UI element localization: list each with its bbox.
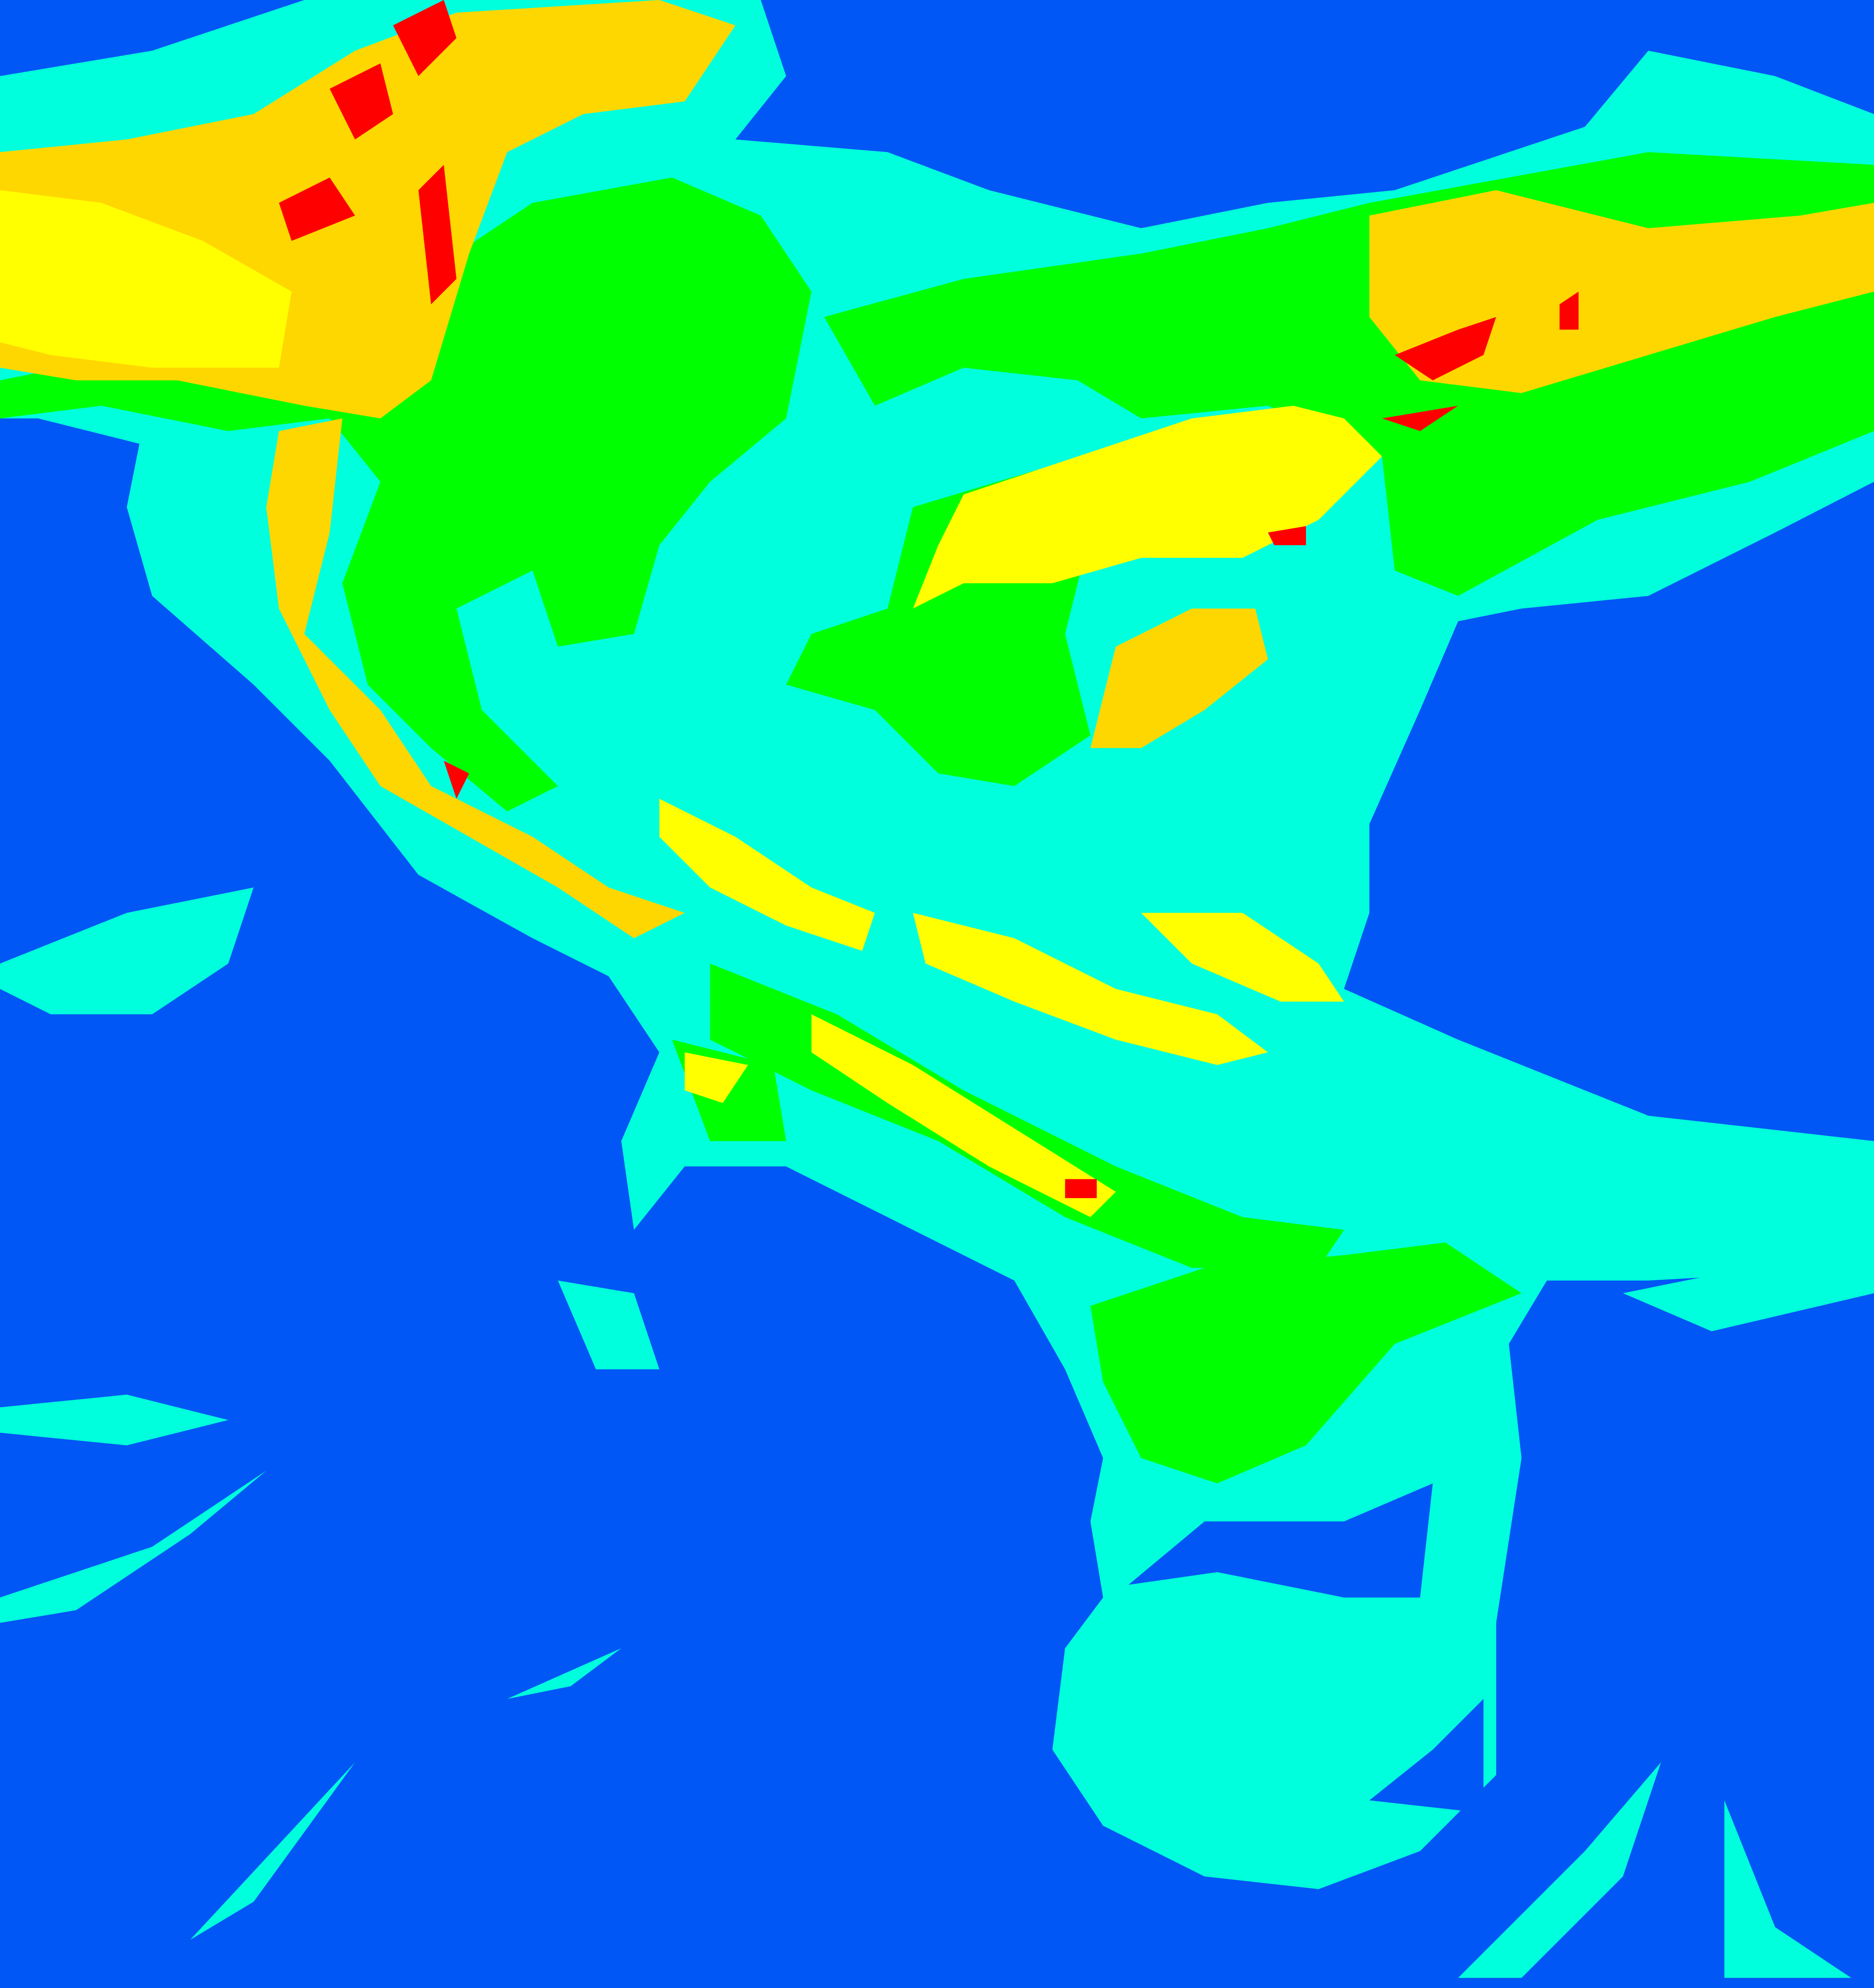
cyan-streak — [190, 1762, 355, 1940]
ocean-pocket — [1128, 1483, 1433, 1598]
green-region — [710, 963, 1344, 1268]
red-region — [443, 761, 469, 799]
yellow-region — [811, 1014, 1116, 1217]
red-region — [1268, 526, 1306, 546]
cyan-streak — [507, 1648, 621, 1699]
green-region — [1090, 1242, 1522, 1484]
gold-region — [1369, 190, 1874, 393]
yellow-region — [0, 190, 292, 368]
yellow-region — [913, 913, 1268, 1065]
red-region — [1394, 317, 1497, 381]
gold-region — [1090, 608, 1268, 748]
cyan-streak — [0, 1470, 266, 1623]
red-region — [418, 165, 457, 304]
red-region — [393, 0, 457, 76]
ocean-pocket — [1369, 1699, 1484, 1813]
yellow-region — [913, 406, 1382, 609]
green-region — [0, 177, 812, 812]
cyan-streak — [0, 887, 254, 1014]
cyan-streak — [1623, 1242, 1874, 1331]
cyan-streak — [558, 1280, 659, 1369]
yellow-region — [1141, 913, 1344, 1002]
yellow-region — [685, 1052, 748, 1103]
gold-region — [266, 418, 685, 939]
yellow-region — [659, 798, 875, 951]
red-region — [1065, 1179, 1097, 1198]
cyan-streak — [0, 1395, 229, 1446]
cyan-streak — [1458, 1762, 1661, 1978]
red-region — [1382, 406, 1458, 431]
red-region — [1559, 291, 1579, 330]
red-region — [330, 63, 393, 140]
cyan-streak — [1724, 1800, 1852, 1978]
